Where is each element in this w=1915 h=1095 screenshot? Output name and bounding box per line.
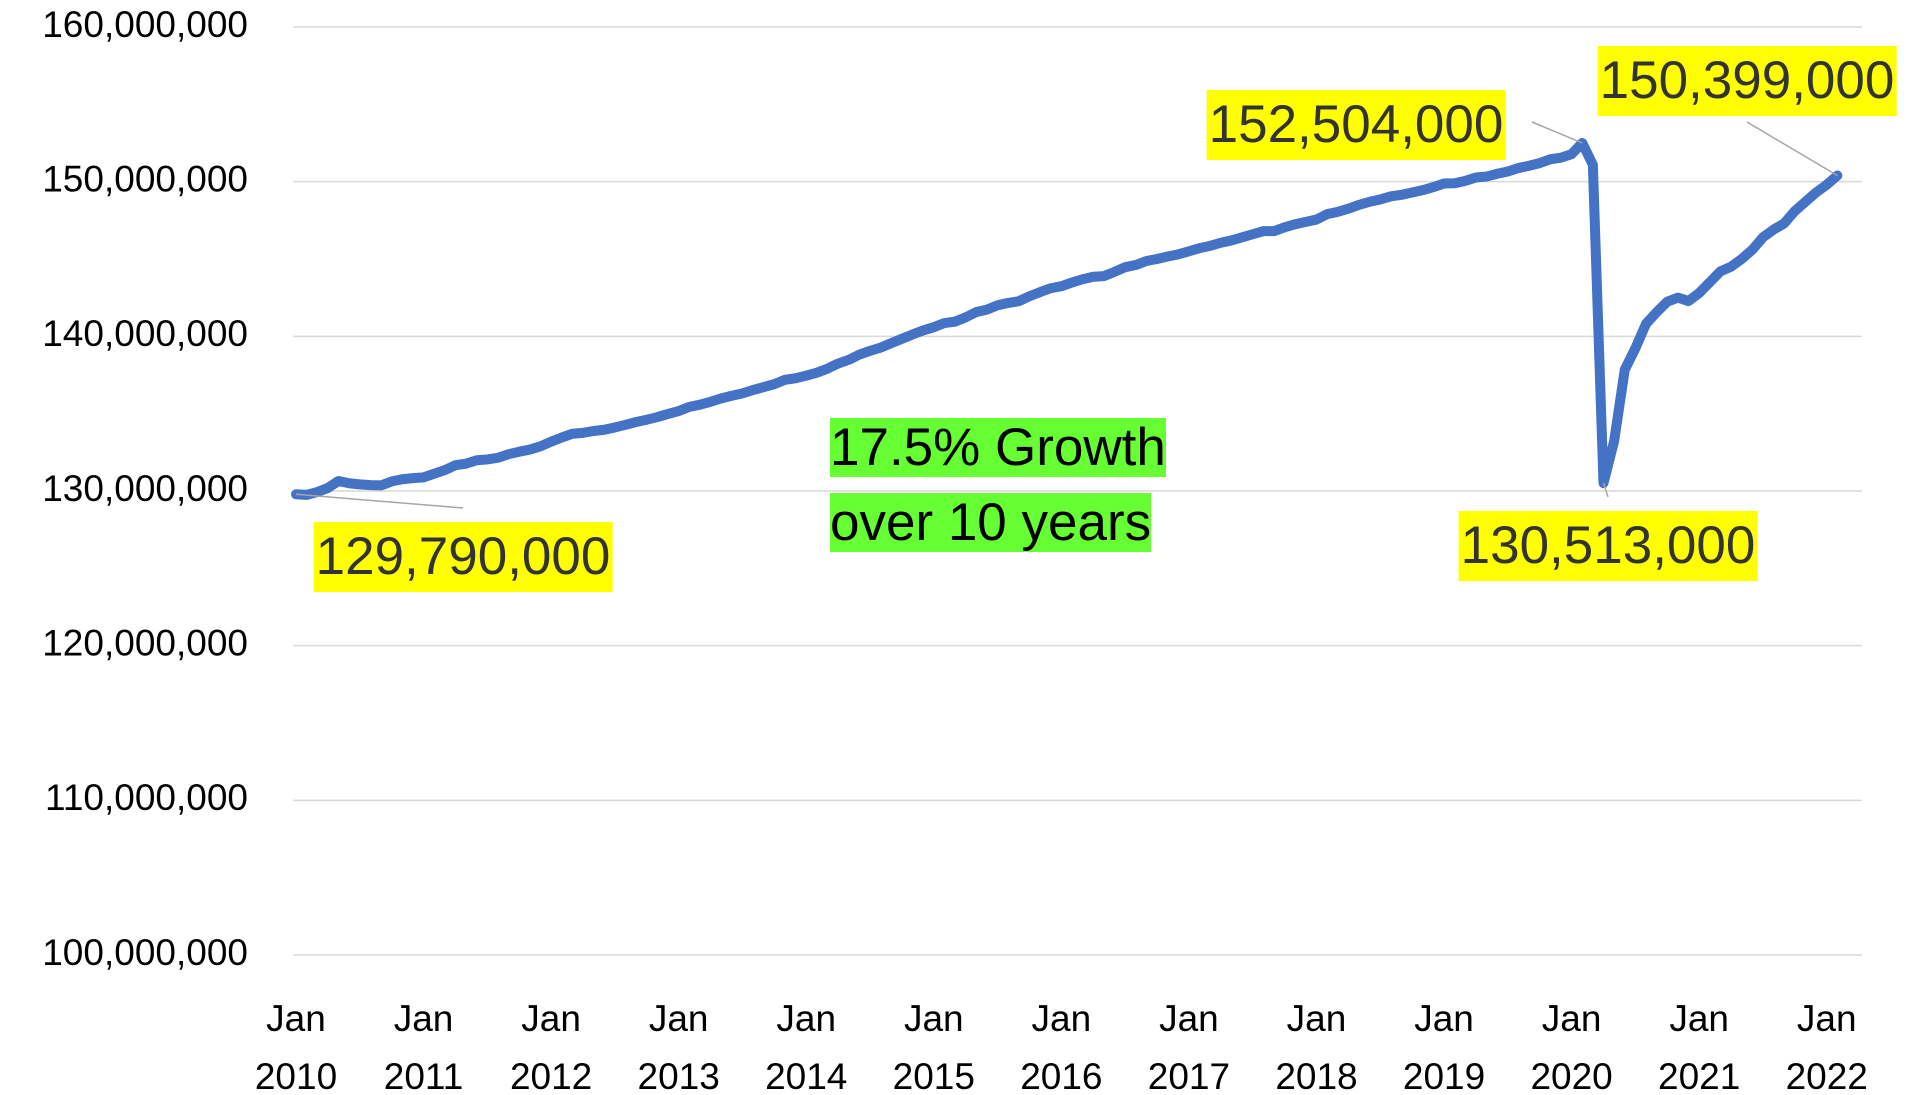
x-tick-label: Jan 2016 (1020, 998, 1103, 1095)
leader-line (1746, 121, 1838, 177)
annotation: 17.5% Growth over 10 years (830, 418, 1166, 552)
y-tick-label: 120,000,000 (42, 622, 248, 663)
x-tick-label: Jan 2011 (383, 998, 464, 1095)
y-tick-label: 140,000,000 (42, 313, 248, 354)
data-label: 129,790,000 (313, 522, 613, 592)
x-tick-label: Jan 2020 (1530, 998, 1613, 1095)
x-tick-label: Jan 2022 (1785, 998, 1868, 1095)
x-tick-label: Jan 2012 (509, 998, 593, 1095)
line-series (291, 137, 1843, 500)
x-tick-label: Jan 2013 (637, 998, 720, 1095)
x-tick-label: Jan 2021 (1658, 998, 1741, 1095)
annotation-box: 17.5% Growth over 10 years (830, 410, 1230, 560)
y-tick-label: 150,000,000 (42, 158, 248, 199)
leader-line (295, 493, 464, 509)
x-tick-label: Jan 2018 (1275, 998, 1358, 1095)
x-tick-label: Jan 2014 (765, 998, 848, 1095)
data-label: 130,513,000 (1458, 511, 1758, 581)
x-tick-label: Jan 2010 (254, 998, 338, 1095)
x-tick-label: Jan 2017 (1147, 998, 1231, 1095)
leader-line (1531, 121, 1583, 144)
y-tick-label: 160,000,000 (42, 4, 248, 45)
leader-line (1602, 482, 1609, 498)
x-tick-label: Jan 2015 (892, 998, 975, 1095)
y-tick-label: 130,000,000 (42, 468, 248, 509)
x-tick-label: Jan 2019 (1402, 998, 1486, 1095)
data-label: 152,504,000 (1206, 90, 1506, 160)
data-label: 150,399,000 (1597, 46, 1897, 116)
y-tick-label: 100,000,000 (42, 932, 248, 973)
y-tick-label: 110,000,000 (45, 777, 248, 818)
